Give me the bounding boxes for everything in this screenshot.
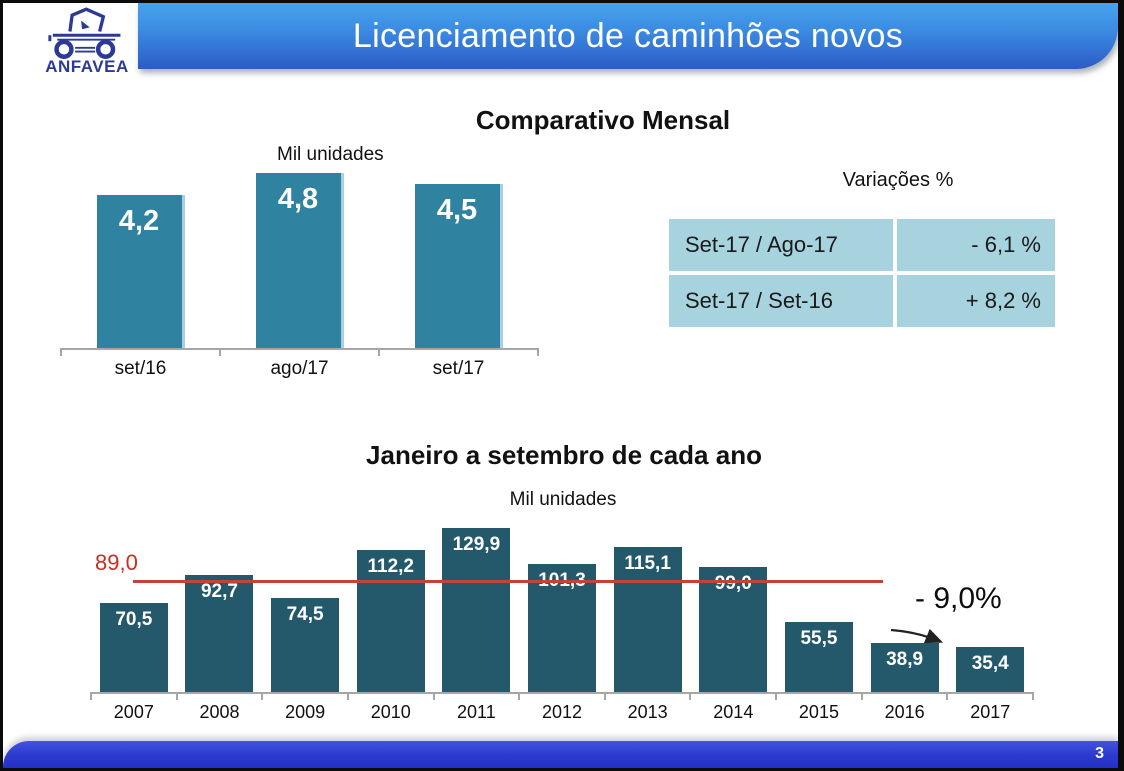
axis-category-label: 2017 (970, 702, 1011, 722)
axis-tick (378, 348, 380, 356)
page-title: Licenciamento de caminhões novos (352, 16, 904, 55)
axis-tick (518, 692, 521, 700)
bar-2009: 74,5 (271, 598, 340, 692)
variations-row: Set-17 / Ago-17 - 6,1 % (669, 219, 1055, 271)
tractor-icon (48, 7, 121, 59)
bar-set/16: 4,2 (96, 195, 185, 348)
bar-slot-2017: 35,4 2017 (946, 527, 1033, 722)
annual-change-label: - 9,0% (915, 582, 1002, 615)
bar-slot-2015: 55,5 2015 (775, 527, 862, 722)
bar-ago/17: 4,8 (255, 173, 344, 348)
annual-bar-chart: 70,5 2007 92,7 2008 74,5 2009 112,2 2010 129,9 20… (90, 527, 1034, 722)
axis-tick (775, 692, 778, 700)
footer-bar: 3 (3, 741, 1118, 768)
bar-value-label: 92,7 (200, 581, 238, 602)
axis-tick (175, 692, 178, 700)
bar-value-label: 115,1 (624, 553, 671, 574)
anfavea-logo: ANFAVEA (31, 7, 143, 81)
bar-2008: 92,7 (185, 575, 254, 692)
bar-slot-2012: 101,3 2012 (518, 527, 605, 722)
bar-value-label: 4,8 (277, 183, 319, 215)
axis-tick (537, 348, 539, 356)
axis-tick (689, 692, 692, 700)
reference-line (133, 580, 883, 583)
bar-value-label: 70,5 (115, 609, 153, 630)
bar-2017: 35,4 (956, 647, 1025, 692)
axis-tick (60, 348, 62, 356)
bar-value-label: 74,5 (286, 604, 324, 625)
axis-category-label: 2014 (713, 702, 754, 722)
axis-category-label: 2016 (884, 702, 925, 722)
bar-value-label: 55,5 (800, 628, 838, 649)
axis-category-label: 2007 (113, 702, 154, 722)
bar-slot-2008: 92,7 2008 (175, 527, 263, 722)
bar-2014: 99,0 (699, 567, 768, 692)
bar-2013: 115,1 (613, 547, 682, 692)
bar-value-label: 35,4 (971, 653, 1009, 674)
bar-set/17: 4,5 (414, 184, 503, 348)
monthly-bar-chart: 4,2 set/16 4,8 ago/17 4,5 set/17 (60, 166, 539, 379)
axis-category-label: 2008 (199, 702, 240, 722)
variations-title: Variações % (842, 169, 954, 191)
bar-slot-2013: 115,1 2013 (603, 527, 691, 722)
axis-category-label: 2010 (370, 702, 411, 722)
axis-category-label: 2013 (627, 702, 668, 722)
variation-label: Set-17 / Ago-17 (669, 219, 893, 271)
axis-tick (860, 692, 863, 700)
axis-category-label: 2011 (457, 702, 496, 722)
variation-value: + 8,2 % (897, 275, 1055, 327)
bar-2010: 112,2 (356, 550, 425, 692)
variations-table: Set-17 / Ago-17 - 6,1 % Set-17 / Set-16 … (669, 219, 1055, 327)
bar-slot-ago/17: 4,8 ago/17 (219, 166, 379, 379)
bar-2007: 70,5 (99, 603, 168, 692)
bar-value-label: 99,0 (714, 573, 752, 594)
bar-slot-2009: 74,5 2009 (261, 527, 348, 722)
axis-tick (90, 692, 92, 700)
bar-2016: 38,9 (870, 643, 939, 692)
axis-category-label: set/17 (432, 358, 485, 379)
variation-label: Set-17 / Set-16 (669, 275, 893, 327)
axis-category-label: 2009 (285, 702, 326, 722)
bar-slot-2007: 70,5 2007 (90, 527, 177, 722)
axis-category-label: 2015 (798, 702, 839, 722)
reference-value-label: 89,0 (95, 550, 138, 575)
axis-tick (261, 692, 264, 700)
slide-content: ANFAVEA Licenciamento de caminhões novos… (3, 3, 1118, 768)
monthly-units-label: Mil unidades (277, 144, 384, 165)
axis-category-label: set/16 (114, 358, 167, 379)
bar-slot-2011: 129,9 2011 (432, 527, 520, 722)
bar-slot-set/17: 4,5 set/17 (378, 166, 538, 379)
axis-tick (603, 692, 606, 700)
bar-value-label: 38,9 (886, 649, 924, 670)
axis-tick (946, 692, 949, 700)
annual-section-title: Janeiro a setembro de cada ano (366, 440, 762, 470)
axis-tick (1032, 692, 1034, 700)
annual-units-label: Mil unidades (509, 489, 617, 510)
axis-category-label: ago/17 (270, 358, 329, 379)
bar-2011: 129,9 (442, 528, 511, 692)
bar-slot-set/16: 4,2 set/16 (60, 166, 220, 379)
bar-2015: 55,5 (784, 622, 853, 692)
bar-value-label: 112,2 (367, 556, 414, 577)
axis-tick (346, 692, 349, 700)
decline-arrow-icon (890, 628, 944, 644)
bar-value-label: 129,9 (452, 534, 501, 555)
axis-tick (432, 692, 435, 700)
bar-2012: 101,3 (528, 564, 597, 692)
variations-row: Set-17 / Set-16 + 8,2 % (669, 275, 1055, 327)
monthly-section-title: Comparativo Mensal (475, 105, 731, 135)
bar-slot-2014: 99,0 2014 (689, 527, 776, 722)
axis-tick (219, 348, 221, 356)
title-bar: Licenciamento de caminhões novos (138, 3, 1118, 69)
bar-slot-2016: 38,9 2016 (860, 527, 948, 722)
axis-category-label: 2012 (542, 702, 583, 722)
page-number: 3 (1095, 745, 1104, 762)
bar-value-label: 4,5 (436, 194, 478, 226)
logo-wordmark: ANFAVEA (45, 57, 129, 76)
bar-value-label: 4,2 (118, 205, 160, 237)
bar-slot-2010: 112,2 2010 (346, 527, 434, 722)
variation-value: - 6,1 % (897, 219, 1055, 271)
